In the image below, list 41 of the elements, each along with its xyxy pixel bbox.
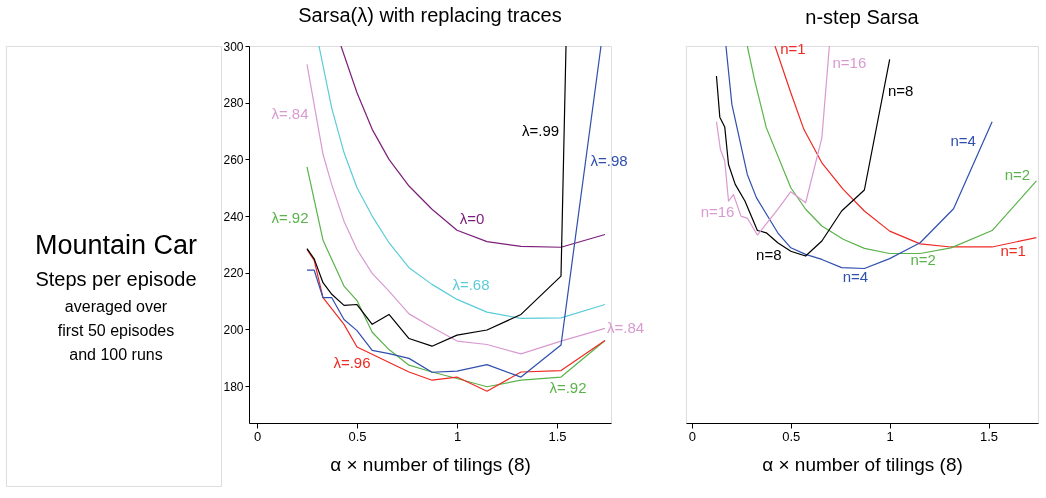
x-axis-title: α × number of tilings (8) bbox=[330, 453, 531, 475]
x-tick-label: 0.5 bbox=[348, 428, 367, 444]
y-axis-title: Steps per episode bbox=[35, 268, 197, 290]
x-tick-label: 1 bbox=[453, 428, 462, 444]
y-tick-label: 240 bbox=[223, 209, 244, 224]
annotation: n=1 bbox=[1000, 241, 1026, 259]
annotation: λ=.68 bbox=[452, 276, 490, 294]
annotation: n=2 bbox=[910, 251, 936, 269]
text: Mountain Car bbox=[34, 230, 198, 260]
annotation: λ=.84 bbox=[607, 319, 645, 337]
annotation: n=4 bbox=[950, 131, 976, 149]
y-tick-label: 220 bbox=[223, 266, 244, 281]
annotation: n=2 bbox=[1004, 165, 1031, 183]
y-tick-label: 260 bbox=[223, 152, 244, 167]
annotation: n=4 bbox=[842, 267, 869, 285]
annotation: λ=.84 bbox=[271, 105, 309, 123]
y-tick-label: 280 bbox=[223, 96, 244, 111]
chart-title: Sarsa(λ) with replacing traces bbox=[298, 4, 562, 26]
annotation: λ=.92 bbox=[549, 379, 587, 397]
annotation: λ=.92 bbox=[271, 208, 309, 226]
annotation: λ=0 bbox=[459, 210, 485, 228]
y-tick-label: 180 bbox=[223, 379, 244, 394]
chart-title: n-step Sarsa bbox=[805, 6, 920, 28]
x-tick-label: 1.5 bbox=[548, 428, 567, 444]
annotation: n=1 bbox=[780, 40, 806, 57]
annotation: λ=.96 bbox=[333, 354, 371, 372]
x-tick-label: 0 bbox=[688, 428, 697, 444]
text: averaged over first 50 episodes and 100 runs bbox=[57, 298, 175, 363]
annotation: n=16 bbox=[832, 54, 867, 71]
annotation: n=8 bbox=[756, 246, 782, 264]
x-tick-label: 0 bbox=[253, 428, 262, 444]
x-tick-label: 1 bbox=[886, 428, 894, 444]
annotation: λ=.99 bbox=[522, 122, 560, 140]
annotation: λ=.98 bbox=[590, 151, 628, 169]
x-tick-label: 1.5 bbox=[980, 428, 999, 444]
annotation: n=16 bbox=[700, 203, 735, 221]
x-axis-title: α × number of tilings (8) bbox=[762, 453, 963, 475]
annotation: n=8 bbox=[887, 82, 914, 100]
y-tick-label: 200 bbox=[223, 322, 244, 337]
x-tick-label: 0.5 bbox=[782, 428, 801, 444]
y-tick-label: 300 bbox=[223, 39, 244, 54]
